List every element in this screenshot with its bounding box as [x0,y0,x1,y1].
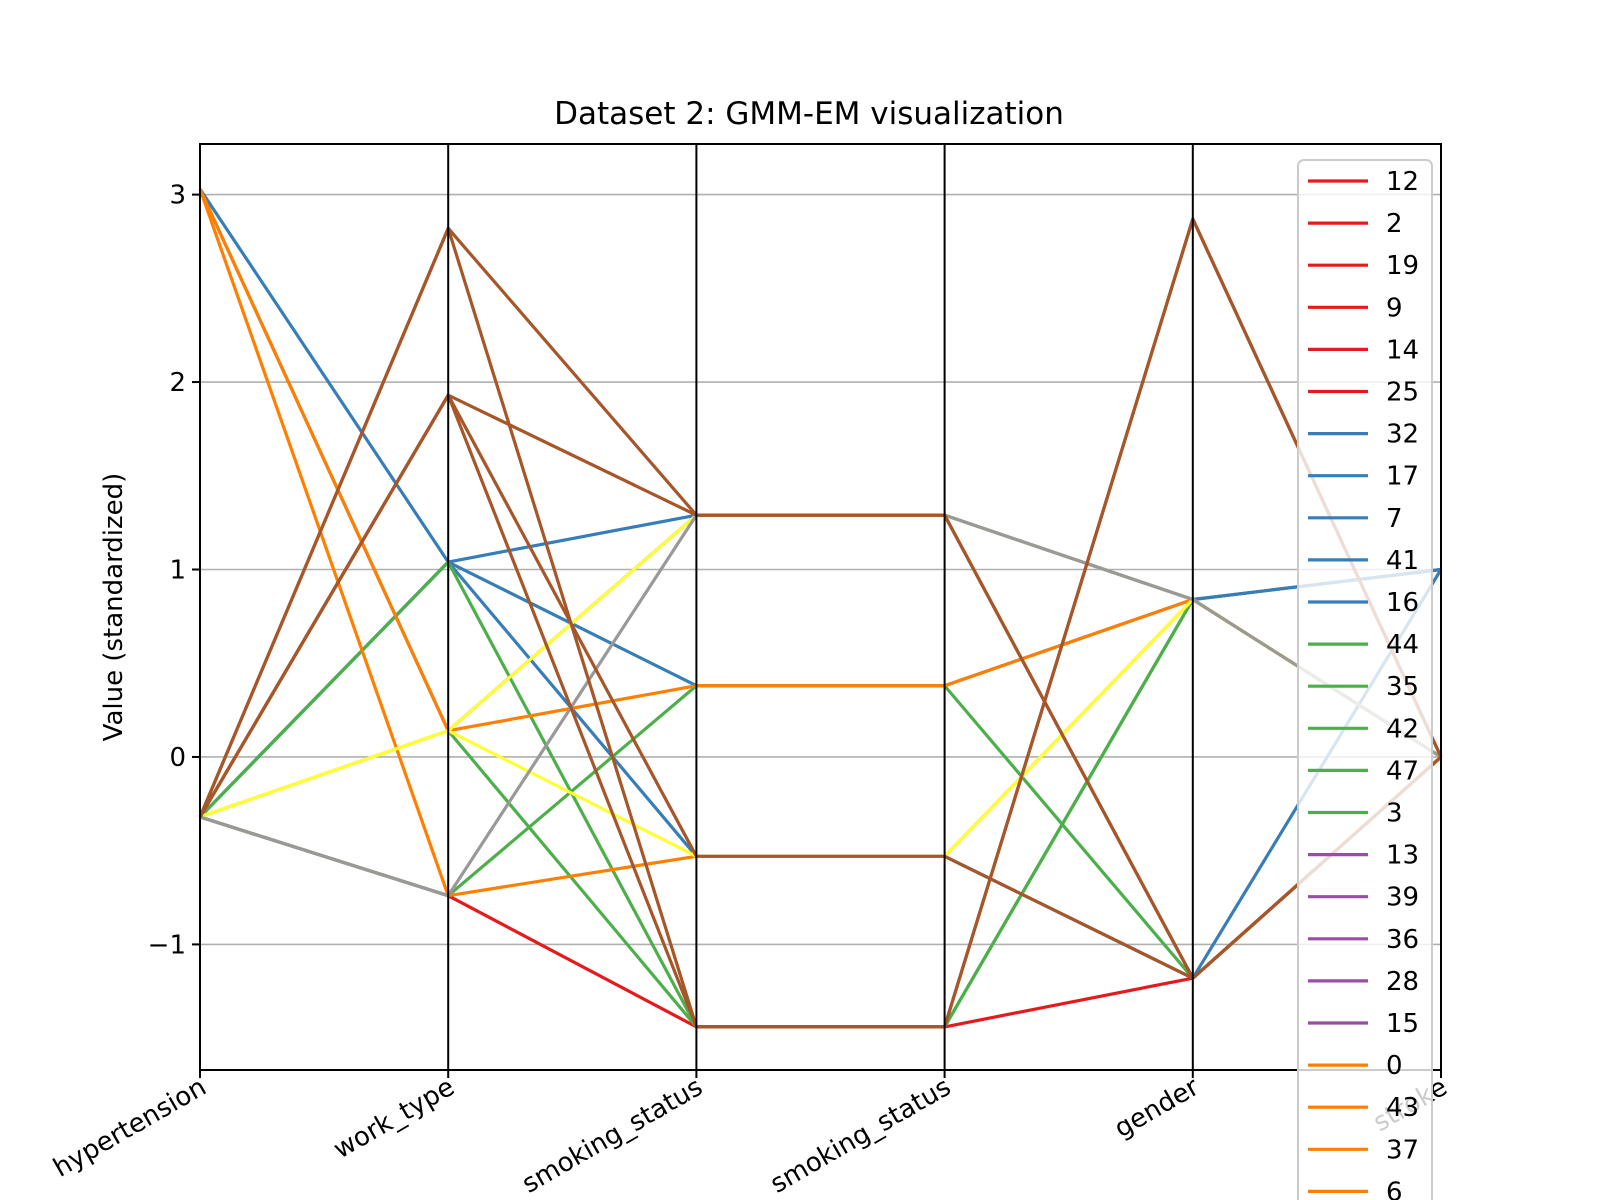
series-line-red-cluster-a [200,757,1441,1027]
legend-label-12: 35 [1386,672,1419,702]
legend: 12 2 19 9 14 25 32 17 7 41 16 44 35 42 47 3 13 39 36 28 15 0 4… [1298,160,1432,1200]
legend-label-10: 16 [1386,588,1419,618]
series-line-blue-cluster-b [200,189,1441,757]
legend-label-8: 7 [1386,504,1403,534]
legend-label-23: 37 [1386,1135,1419,1165]
y-ticks: 3 2 1 0 −1 [148,181,200,961]
y-axis-label: Value (standardized) [99,473,129,742]
y-tick-label-2: 1 [169,556,186,586]
y-tick-label-1: 2 [169,368,186,398]
legend-label-13: 42 [1386,714,1419,744]
gridlines [200,195,1441,945]
x-tick-label-0: hypertension [49,1072,212,1183]
series-line-brown-cluster-a [200,228,1441,978]
legend-label-20: 15 [1386,1009,1419,1039]
legend-label-14: 47 [1386,756,1419,786]
x-tick-labels: hypertension work_type smoking_status smoki… [49,1070,1453,1200]
series-line-brown-cluster-d [200,219,1441,1027]
legend-label-19: 28 [1386,967,1419,997]
y-tick-label-3: 0 [169,743,186,773]
legend-label-15: 3 [1386,799,1403,829]
legend-label-3: 9 [1386,293,1403,323]
legend-label-2: 19 [1386,251,1419,281]
series-line-gray-cluster-a [200,515,1441,896]
vertical-axes [200,144,1441,1070]
legend-label-5: 25 [1386,378,1419,408]
x-tick-label-4: gender [1109,1072,1204,1144]
plot-frame [200,144,1441,1070]
legend-label-21: 0 [1386,1051,1403,1081]
series-line-orange-cluster-a [200,189,1441,896]
legend-label-1: 2 [1386,209,1403,239]
series-line-green-cluster-c [200,686,1441,978]
series-lines [200,189,1441,1027]
legend-label-6: 32 [1386,420,1419,450]
legend-label-16: 13 [1386,841,1419,871]
legend-label-0: 12 [1386,167,1419,197]
chart-title: Dataset 2: GMM-EM visualization [554,96,1064,132]
y-tick-label-4: −1 [148,930,186,960]
series-line-green-cluster-a [200,562,1441,1027]
series-line-blue-cluster-c [200,515,1441,817]
legend-label-24: 6 [1386,1177,1403,1200]
legend-label-11: 44 [1386,630,1419,660]
legend-label-4: 14 [1386,335,1419,365]
legend-label-18: 36 [1386,925,1419,955]
legend-label-17: 39 [1386,883,1419,913]
legend-label-22: 43 [1386,1093,1419,1123]
y-tick-label-0: 3 [169,181,186,211]
x-tick-label-3: smoking_status [765,1072,956,1199]
series-line-green-cluster-b [200,600,1441,1027]
series-line-brown-cluster-e [200,219,1441,1027]
x-tick-label-2: smoking_status [517,1072,708,1199]
legend-label-7: 17 [1386,462,1419,492]
series-line-orange-cluster-b [200,189,1441,757]
legend-label-9: 41 [1386,546,1419,576]
series-line-yellow-cluster-a [200,515,1441,817]
series-line-blue-cluster-a [200,189,1441,686]
x-tick-label-1: work_type [329,1072,460,1165]
